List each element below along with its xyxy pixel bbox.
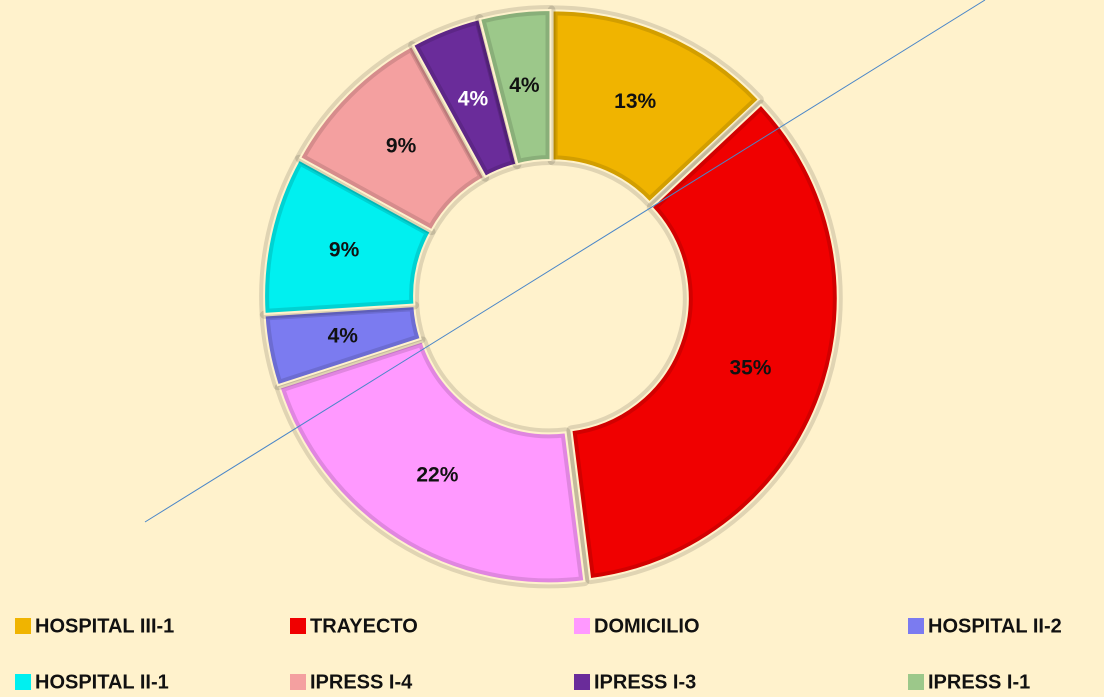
data-label: 35% (729, 356, 771, 379)
data-label: 9% (386, 135, 417, 158)
legend-label: DOMICILIO (594, 615, 700, 637)
slice-edge (478, 9, 552, 166)
labels: 13% 35% 22% 4% 9% 9% 4% 4% (328, 74, 772, 486)
slice-edge (298, 44, 486, 232)
legend-swatch (290, 618, 306, 634)
slice-edge (570, 103, 839, 581)
data-label: 9% (329, 238, 360, 261)
slice-edge (278, 340, 586, 585)
data-label: 13% (614, 90, 656, 113)
legend-label: IPRESS I-4 (310, 671, 413, 693)
data-label: 4% (509, 74, 540, 97)
legend-label: HOSPITAL II-2 (928, 615, 1062, 637)
slices (259, 5, 843, 589)
slice-edge (551, 9, 761, 204)
slice-edge (263, 158, 432, 315)
data-label: 4% (328, 324, 359, 347)
legend-label: HOSPITAL III-1 (35, 615, 174, 637)
slice-edge (263, 305, 422, 387)
legend: HOSPITAL III-1 TRAYECTO DOMICILIO HOSPITAL … (15, 615, 1062, 693)
legend-label: TRAYECTO (310, 615, 418, 637)
data-label: 22% (416, 464, 458, 487)
legend-swatch (574, 674, 590, 690)
legend-swatch (908, 674, 924, 690)
legend-swatch (574, 618, 590, 634)
legend-label: HOSPITAL II-1 (35, 671, 169, 693)
legend-label: IPRESS I-1 (928, 671, 1030, 693)
legend-swatch (15, 674, 31, 690)
data-label: 4% (458, 87, 489, 110)
legend-label: IPRESS I-3 (594, 671, 696, 693)
legend-swatch (15, 618, 31, 634)
legend-swatch (908, 618, 924, 634)
slice-edge (411, 17, 518, 179)
legend-swatch (290, 674, 306, 690)
drawn-line (144, 0, 986, 523)
